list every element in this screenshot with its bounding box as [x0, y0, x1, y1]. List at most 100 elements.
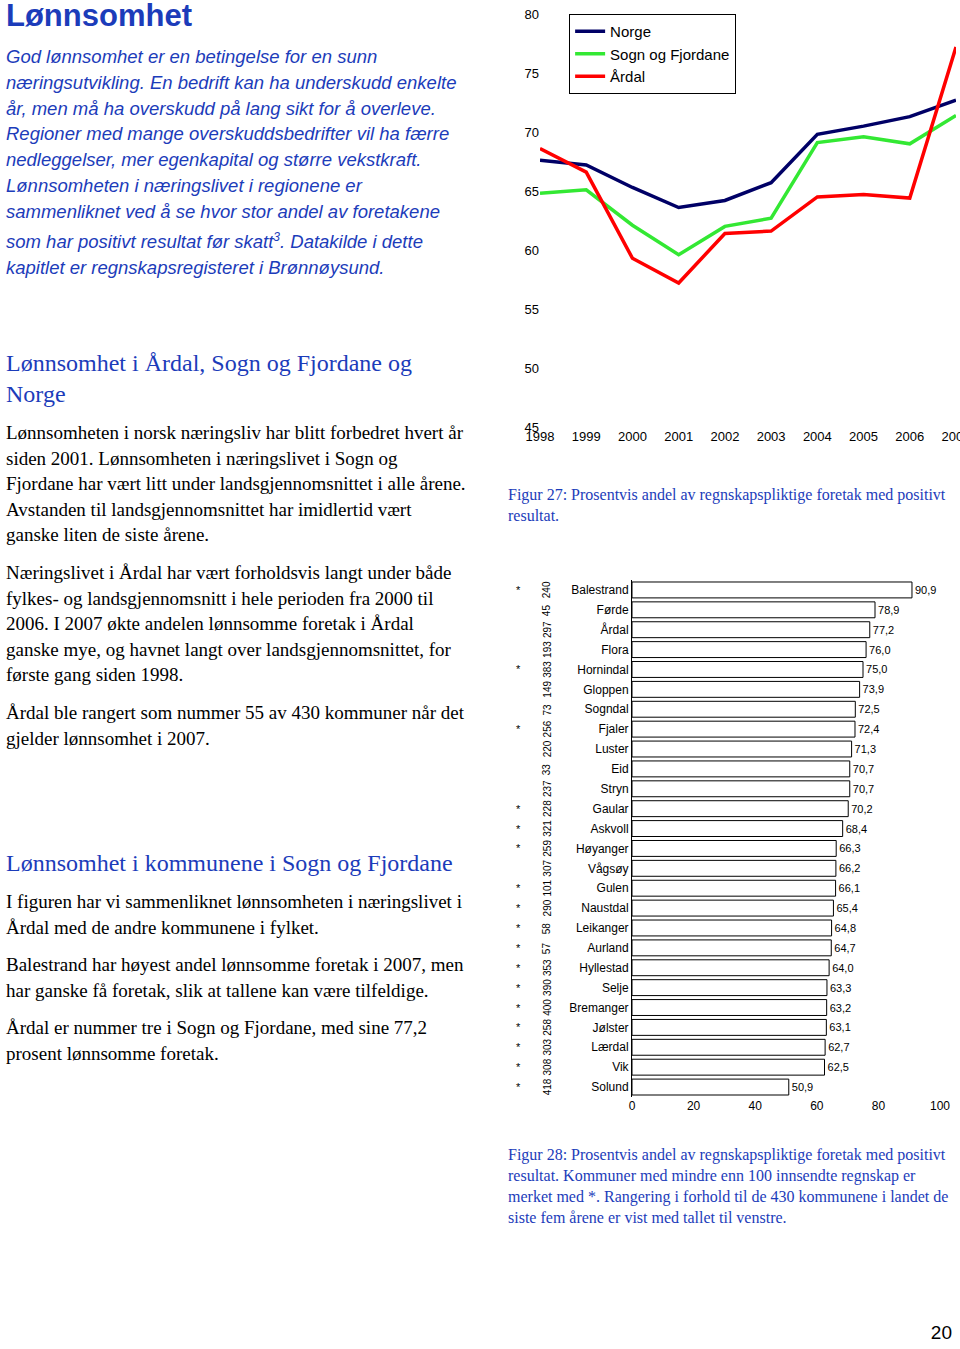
svg-text:303: 303: [542, 1038, 553, 1055]
svg-text:*: *: [516, 842, 521, 854]
svg-text:64,7: 64,7: [834, 942, 855, 954]
svg-text:Gloppen: Gloppen: [583, 683, 628, 697]
svg-text:77,2: 77,2: [873, 624, 894, 636]
svg-text:75: 75: [525, 66, 539, 81]
svg-text:2004: 2004: [803, 429, 832, 444]
svg-text:*: *: [516, 723, 521, 735]
svg-text:Leikanger: Leikanger: [576, 921, 629, 935]
svg-text:*: *: [516, 962, 521, 974]
svg-text:Hornindal: Hornindal: [577, 663, 628, 677]
svg-text:*: *: [516, 1081, 521, 1093]
svg-text:290: 290: [542, 899, 553, 916]
svg-text:66,2: 66,2: [839, 862, 860, 874]
svg-text:Årdal: Årdal: [610, 68, 645, 85]
svg-text:256: 256: [542, 720, 553, 737]
svg-text:80: 80: [525, 7, 539, 22]
svg-text:*: *: [516, 823, 521, 835]
svg-text:*: *: [516, 1002, 521, 1014]
svg-text:2005: 2005: [849, 429, 878, 444]
svg-text:321: 321: [542, 820, 553, 837]
svg-text:390: 390: [542, 979, 553, 996]
svg-text:1999: 1999: [572, 429, 601, 444]
svg-text:*: *: [516, 584, 521, 596]
svg-text:70: 70: [525, 125, 539, 140]
svg-text:75,0: 75,0: [866, 663, 887, 675]
svg-text:Solund: Solund: [591, 1080, 628, 1094]
svg-text:Fjaler: Fjaler: [599, 722, 629, 736]
svg-text:Flora: Flora: [601, 643, 629, 657]
svg-text:Naustdal: Naustdal: [581, 901, 628, 915]
svg-text:78,9: 78,9: [878, 604, 899, 616]
svg-text:237: 237: [542, 780, 553, 797]
svg-text:50,9: 50,9: [792, 1081, 813, 1093]
svg-text:100: 100: [930, 1099, 950, 1113]
svg-text:*: *: [516, 922, 521, 934]
svg-text:400: 400: [542, 999, 553, 1016]
svg-text:*: *: [516, 982, 521, 994]
svg-text:2001: 2001: [664, 429, 693, 444]
svg-text:*: *: [516, 1041, 521, 1053]
svg-text:259: 259: [542, 840, 553, 857]
svg-text:62,7: 62,7: [828, 1041, 849, 1053]
svg-text:Høyanger: Høyanger: [576, 842, 629, 856]
svg-text:Sogndal: Sogndal: [585, 702, 629, 716]
svg-text:73,9: 73,9: [863, 683, 884, 695]
svg-text:72,5: 72,5: [858, 703, 879, 715]
svg-text:Lærdal: Lærdal: [591, 1040, 628, 1054]
svg-text:71,3: 71,3: [855, 743, 876, 755]
svg-text:60: 60: [525, 243, 539, 258]
svg-text:1998: 1998: [526, 429, 555, 444]
svg-text:80: 80: [872, 1099, 886, 1113]
svg-text:Bremanger: Bremanger: [569, 1001, 628, 1015]
svg-text:*: *: [516, 663, 521, 675]
svg-text:Gulen: Gulen: [597, 881, 629, 895]
svg-text:*: *: [516, 803, 521, 815]
svg-text:101: 101: [542, 879, 553, 896]
svg-text:70,7: 70,7: [853, 783, 874, 795]
svg-text:*: *: [516, 1021, 521, 1033]
svg-text:Aurland: Aurland: [587, 941, 628, 955]
svg-text:228: 228: [542, 800, 553, 817]
svg-text:50: 50: [525, 361, 539, 376]
svg-text:Årdal: Årdal: [601, 622, 629, 637]
svg-text:65: 65: [525, 184, 539, 199]
svg-text:Vik: Vik: [612, 1060, 629, 1074]
svg-text:40: 40: [749, 1099, 763, 1113]
svg-text:2000: 2000: [618, 429, 647, 444]
svg-text:66,1: 66,1: [839, 882, 860, 894]
svg-text:Selje: Selje: [602, 981, 629, 995]
svg-text:2003: 2003: [757, 429, 786, 444]
svg-text:33: 33: [541, 764, 552, 776]
svg-text:63,1: 63,1: [829, 1021, 850, 1033]
svg-text:307: 307: [542, 860, 553, 877]
svg-text:*: *: [516, 1061, 521, 1073]
svg-text:76,0: 76,0: [869, 644, 890, 656]
svg-text:258: 258: [542, 1019, 553, 1036]
svg-text:Hyllestad: Hyllestad: [579, 961, 628, 975]
svg-text:66,3: 66,3: [839, 842, 860, 854]
svg-text:58: 58: [541, 923, 552, 935]
svg-text:2006: 2006: [895, 429, 924, 444]
svg-text:193: 193: [542, 641, 553, 658]
svg-text:*: *: [516, 942, 521, 954]
svg-text:63,2: 63,2: [830, 1002, 851, 1014]
svg-text:240: 240: [541, 581, 552, 598]
svg-text:308: 308: [542, 1058, 553, 1075]
svg-text:2007: 2007: [942, 429, 960, 444]
svg-text:383: 383: [542, 661, 553, 678]
svg-text:*: *: [516, 882, 521, 894]
svg-text:Førde: Førde: [597, 603, 629, 617]
svg-text:45: 45: [525, 420, 539, 435]
svg-text:Askvoll: Askvoll: [591, 822, 629, 836]
svg-text:*: *: [516, 902, 521, 914]
svg-text:Norge: Norge: [610, 23, 651, 40]
svg-text:64,8: 64,8: [835, 922, 856, 934]
svg-text:Eid: Eid: [611, 762, 628, 776]
svg-text:Gaular: Gaular: [593, 802, 629, 816]
svg-text:220: 220: [542, 740, 553, 757]
svg-text:70,2: 70,2: [851, 803, 872, 815]
svg-text:353: 353: [542, 959, 553, 976]
svg-text:60: 60: [810, 1099, 824, 1113]
svg-text:Vågsøy: Vågsøy: [588, 862, 629, 876]
svg-text:90,9: 90,9: [915, 584, 936, 596]
